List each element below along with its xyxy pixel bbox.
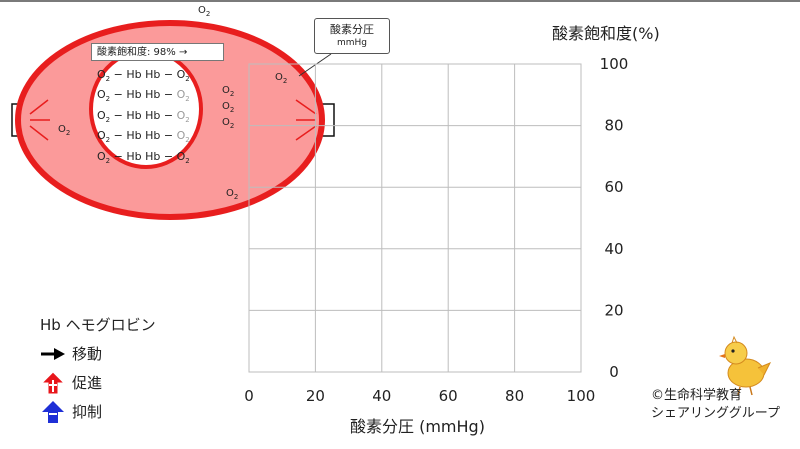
- credit-line-1: ©生命科学教育: [651, 388, 743, 403]
- arrow-right-icon: [41, 347, 65, 360]
- hemoglobin-list: O2 − Hb Hb − O2 O2 − Hb Hb − O2 O2 − Hb Hb…: [97, 67, 190, 169]
- hb-row: O2 − Hb Hb − O2: [97, 149, 190, 165]
- y-tick-label: 0: [609, 363, 619, 381]
- hb-row: O2 − Hb Hb − O2: [97, 68, 190, 84]
- saturation-label: 酸素飽和度: 98% →: [91, 43, 224, 61]
- x-tick-label: 20: [306, 387, 325, 405]
- o2-molecule: O2: [58, 124, 71, 137]
- legend: Hb ヘモグロビン 移動 促進 抑制: [40, 310, 156, 426]
- legend-move-label: 移動: [72, 345, 103, 363]
- legend-inhibit-label: 抑制: [72, 403, 103, 421]
- x-axis-title: 酸素分圧 (mmHg): [350, 417, 485, 436]
- x-tick-label: 60: [439, 387, 458, 405]
- top-divider: [0, 0, 800, 2]
- plot-area: [248, 63, 582, 373]
- y-tick-label: 60: [604, 178, 623, 196]
- legend-promote-label: 促進: [72, 374, 103, 392]
- inhibit-arrow-icon: [42, 400, 64, 423]
- y-tick-label: 100: [600, 55, 629, 73]
- x-tick-label: 80: [505, 387, 524, 405]
- o2-molecule: O2: [226, 188, 239, 201]
- y-tick-label: 20: [604, 301, 623, 319]
- hb-row: O2 − Hb Hb − O2: [97, 129, 190, 145]
- copyright-credit: ©生命科学教育 シェアリンググループ: [651, 387, 780, 423]
- o2-molecule: O2: [198, 5, 211, 18]
- partial-pressure-callout: 酸素分圧 mmHg: [314, 18, 390, 54]
- legend-hb-label: Hb ヘモグロビン: [40, 316, 156, 334]
- promote-arrow-icon: [40, 370, 66, 394]
- legend-inhibit: 抑制: [40, 397, 156, 426]
- o2-molecule: O2: [222, 85, 235, 98]
- chick-mascot-icon: [719, 335, 772, 396]
- o2-molecule: O2: [275, 72, 288, 85]
- y-tick-label: 40: [604, 240, 623, 258]
- x-tick-label: 100: [567, 387, 596, 405]
- x-tick-label: 40: [372, 387, 391, 405]
- legend-hb: Hb ヘモグロビン: [40, 310, 156, 339]
- red-blood-cell-diagram: [11, 20, 335, 220]
- y-tick-label: 80: [604, 117, 623, 135]
- x-tick-label: 0: [244, 387, 254, 405]
- callout-unit: mmHg: [336, 38, 367, 48]
- hb-row: O2 − Hb Hb − O2: [97, 108, 190, 124]
- legend-promote: 促進: [40, 368, 156, 397]
- o2-molecule: O2: [222, 101, 235, 114]
- hb-row: O2 − Hb Hb − O2: [97, 88, 190, 104]
- y-axis-title: 酸素飽和度(%): [552, 24, 660, 43]
- callout-title: 酸素分圧: [330, 23, 374, 36]
- credit-line-2: シェアリンググループ: [651, 406, 780, 421]
- o2-molecule: O2: [222, 117, 235, 130]
- right-connector: [318, 103, 335, 137]
- legend-move: 移動: [40, 339, 156, 368]
